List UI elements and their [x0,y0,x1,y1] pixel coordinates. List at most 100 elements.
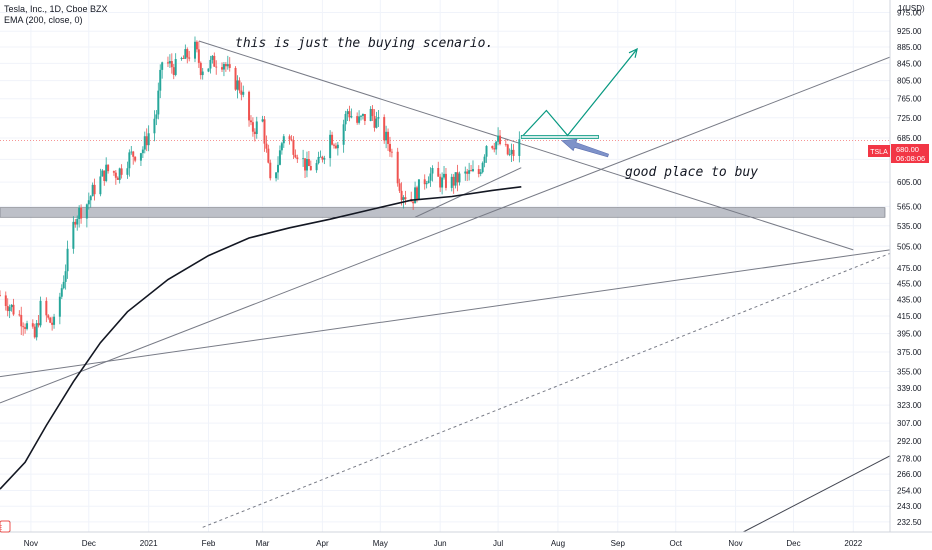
candle-up [443,166,446,180]
y-tick-label: 535.00 [897,222,922,231]
candle-body [128,152,131,169]
y-tick-label: 765.00 [897,95,922,104]
candle-up [319,150,322,158]
candle-body [512,149,515,156]
candle-up [126,161,129,179]
candle-body [195,41,198,50]
candle-body [132,151,135,157]
candle-body [444,173,447,188]
candle-body [456,172,459,183]
candle-body [193,41,196,59]
y-tick-label: 885.00 [897,43,922,52]
candle-down [331,131,334,146]
candle-body [207,68,210,72]
candle-up [174,53,177,77]
x-tick-label: Jun [434,539,447,548]
candle-down [51,316,54,331]
event-markers: EEEE [0,520,11,533]
y-tick-label: 323.00 [897,401,922,410]
candle-body [134,156,137,161]
candle-body [141,149,144,154]
price-axis: 975.00 925.00 885.00 845.00 805.00 765.00 725.… [897,9,922,527]
y-tick-label: 292.00 [897,437,922,446]
candle-up [64,264,67,290]
candle-down [452,174,455,194]
candle-down [112,170,115,176]
currency-prefix: 1( [898,4,905,13]
candle-down [437,161,440,177]
candle-body [51,322,54,325]
candle-body [361,114,364,116]
candle-down [363,114,366,126]
candle-body [8,307,11,312]
candle-body [277,164,280,173]
candle-up [278,145,281,166]
candle-up [282,134,285,148]
candle-body [358,116,361,123]
candle-body [24,327,27,329]
candle-down [292,136,295,159]
chart-legend[interactable]: Tesla, Inc., 1D, Cboe BZX EMA (200, clos… [4,4,108,26]
candle-down [24,323,27,334]
candle-up [255,116,258,139]
y-tick-label: 435.00 [897,295,922,304]
candle-up [441,172,444,195]
candle-down [4,291,7,311]
y-tick-label: 232.50 [897,518,922,527]
candle-down [18,310,21,317]
candle-body [371,108,374,117]
candle-up [336,141,339,156]
candle-body [211,55,214,60]
candle-down [12,298,15,316]
candle-body [161,62,164,70]
candle-down [348,105,351,122]
x-tick-label: Dec [786,539,800,548]
candle-up [236,75,239,99]
candle-body [491,146,494,149]
candle-down [22,322,25,336]
candle-down [197,41,200,68]
candle-up [155,110,158,126]
candle-body [323,158,326,160]
candle-body [182,58,185,59]
annotation-buy: good place to buy [625,165,758,180]
candle-up [66,240,69,279]
y-tick-label: 685.00 [897,134,922,143]
candle-body [249,120,252,123]
candle-down [470,164,473,172]
candle-body [342,124,345,145]
symbol-legend[interactable]: Tesla, Inc., 1D, Cboe BZX [4,4,108,14]
x-tick-label: Nov [728,539,742,548]
candle-down [332,143,335,149]
candles [0,36,521,341]
candle-up [385,125,388,149]
candle-body [344,114,347,125]
candle-up [10,304,13,312]
candle-up [360,114,363,121]
candle-body [80,207,83,219]
candle-up [369,106,372,122]
long-diagonal-2 [0,249,891,378]
candle-up [130,145,133,155]
candle-body [282,136,285,144]
candle-body [261,119,264,122]
candle-body [226,64,229,67]
ema-layer [0,186,522,490]
candle-body [105,164,108,181]
candle-down [132,150,135,165]
candle-body [288,136,291,140]
candle-up [495,141,498,155]
ema-legend[interactable]: EMA (200, close, 0) [4,15,83,25]
candle-up [323,155,326,165]
candle-body [402,197,405,200]
candle-body [209,59,212,69]
candle-down [404,190,407,205]
candle-down [439,173,442,193]
candle-up [128,149,131,177]
candle-down [228,57,231,72]
currency-code: USD [905,4,922,13]
candle-down [145,128,148,152]
y-tick-label: 605.00 [897,178,922,187]
candle-body [58,296,61,317]
